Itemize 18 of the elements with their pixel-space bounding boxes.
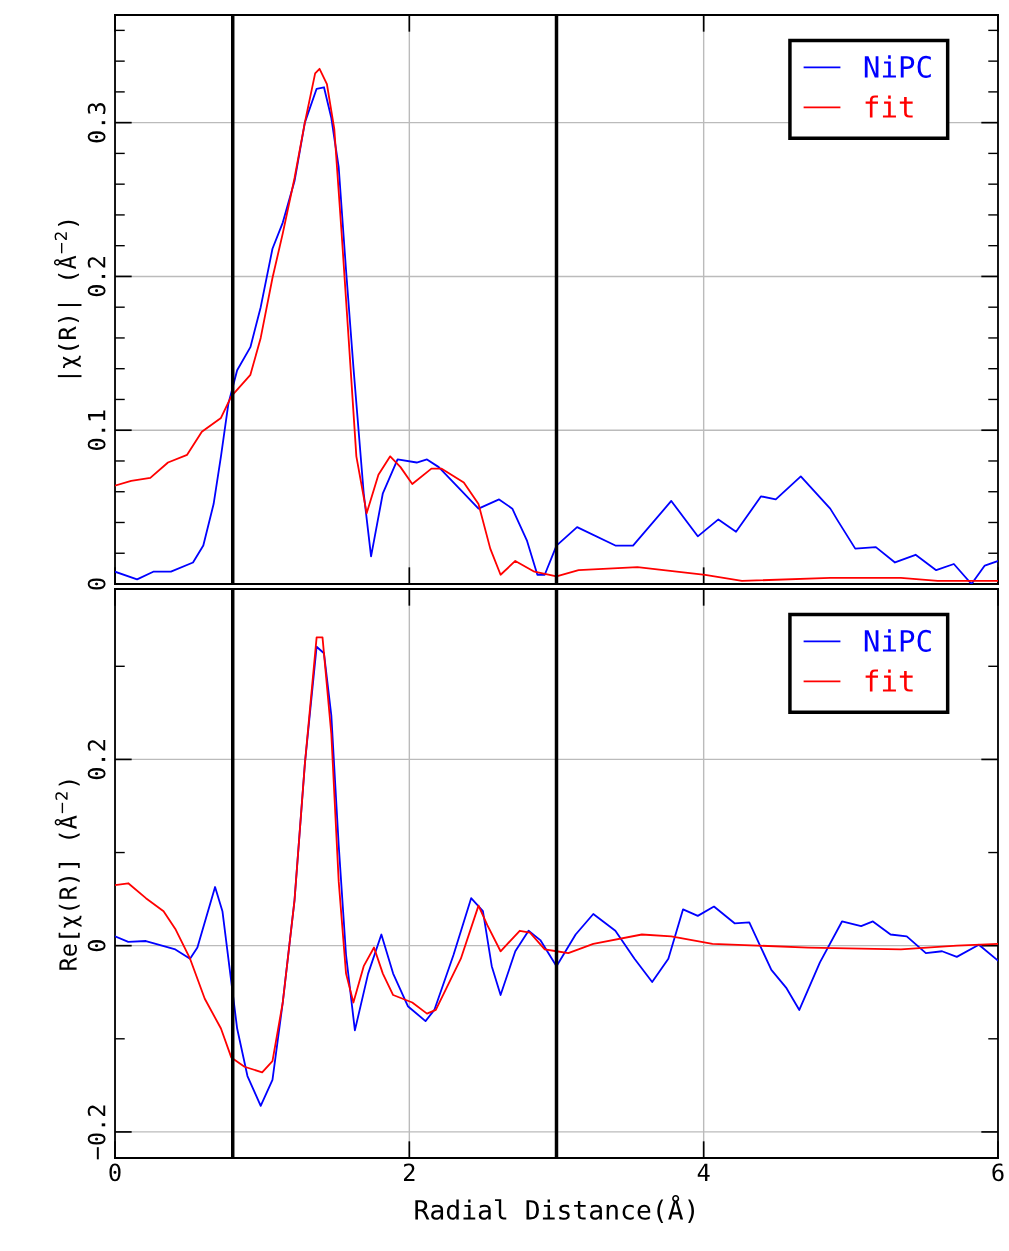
legend-label: NiPC <box>864 629 931 652</box>
x-tick-label: 2 <box>403 1163 415 1181</box>
y-tick-label: 0 <box>87 578 106 590</box>
x-tick-label: 4 <box>697 1163 710 1181</box>
legend-label: fit <box>865 669 913 692</box>
y-axis-title: |χ(R)| (Å$^{−2}$) <box>53 220 82 378</box>
y-tick-label: 0.2 <box>87 740 106 780</box>
x-axis-title: Radial Distance(Å) <box>415 1194 694 1223</box>
x-tick-label: 6 <box>992 1163 1004 1182</box>
legend-label: NiPC <box>864 55 931 78</box>
x-tick-label: 0 <box>109 1163 121 1182</box>
y-tick-label: 0.3 <box>87 103 106 143</box>
y-tick-label: −0.2 <box>87 1105 106 1160</box>
y-tick-label: 0.2 <box>87 257 106 297</box>
y-axis-title: Re[χ(R)] (Å$^{−2}$) <box>54 780 82 970</box>
y-tick-label: 0.1 <box>87 410 106 450</box>
legend-label: fit <box>865 95 913 118</box>
y-tick-label: 0 <box>87 940 106 952</box>
